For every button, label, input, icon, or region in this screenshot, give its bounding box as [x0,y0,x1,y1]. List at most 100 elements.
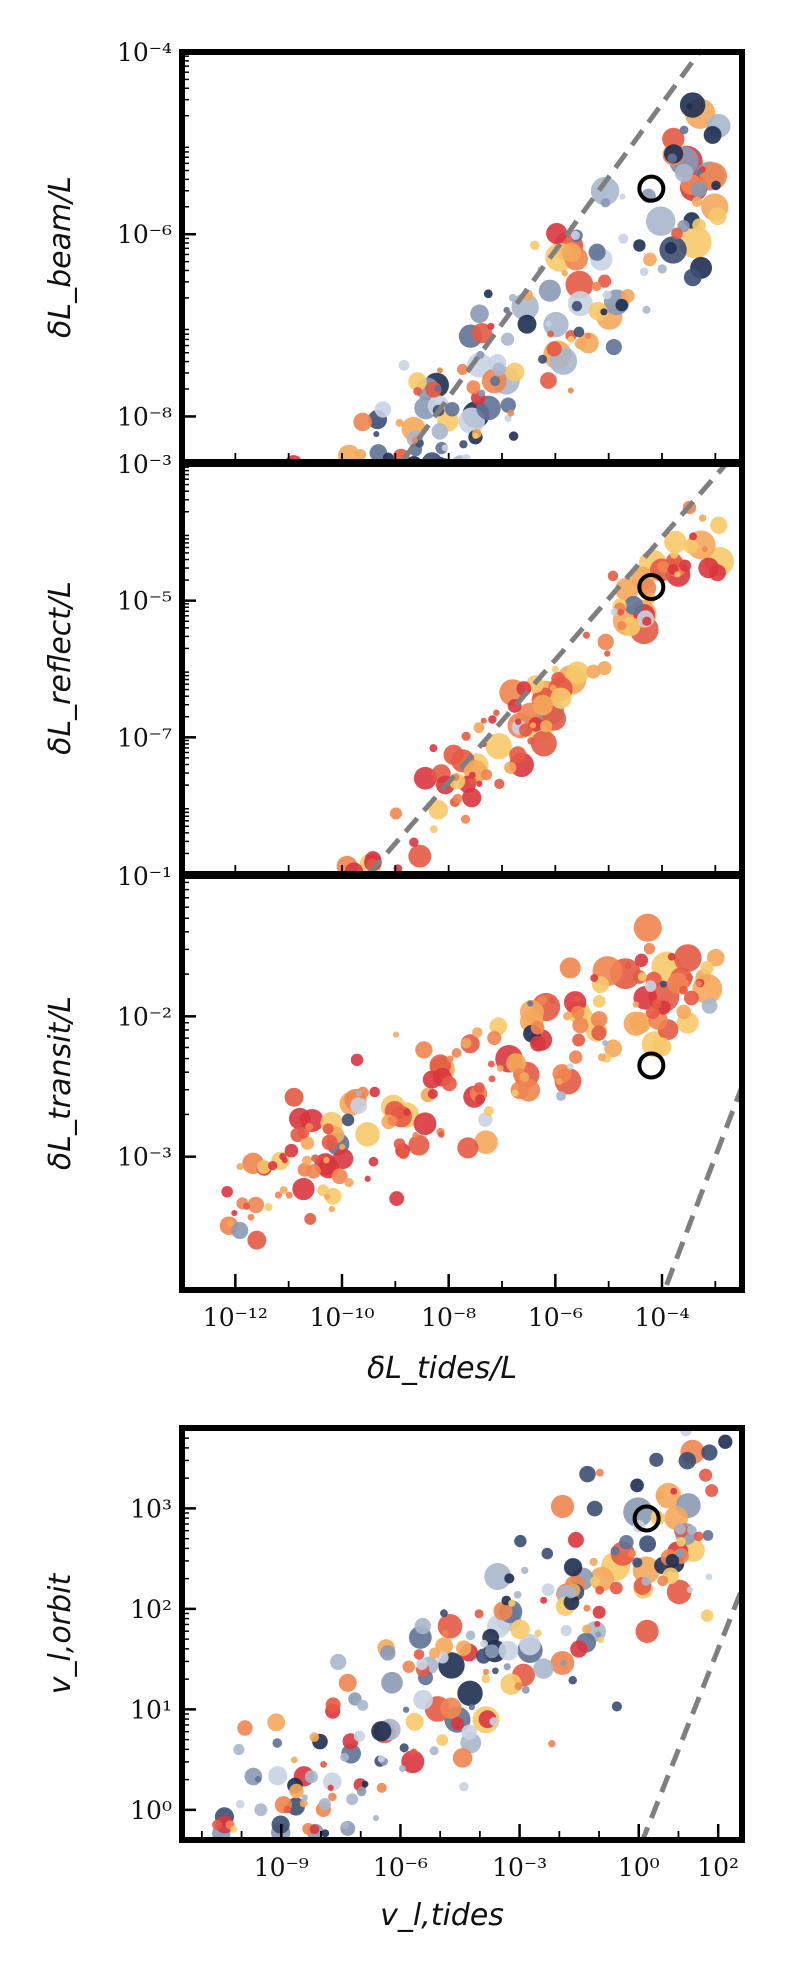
data-point [436,367,443,374]
data-point [571,300,583,312]
x-tick-label: 10⁻⁸ [421,1303,476,1332]
data-point [416,528,422,534]
data-point [652,1037,672,1057]
data-point [233,1743,245,1756]
data-point [478,389,486,397]
data-point [559,957,581,979]
data-point [493,1601,513,1621]
data-point [332,593,352,613]
data-point [592,1605,606,1619]
data-point [691,196,703,208]
data-point [252,956,271,975]
data-point [595,1468,604,1477]
data-point [273,569,286,582]
data-point [232,1849,250,1867]
data-point [508,431,519,441]
data-point [380,1645,396,1661]
data-point [254,1776,262,1783]
data-point [254,593,271,610]
data-point [474,1609,484,1619]
data-point [570,1640,588,1658]
data-point [621,616,641,637]
data-point [514,718,522,725]
data-point [301,1794,308,1801]
data-point [707,948,725,967]
data-point [303,581,311,589]
data-point [459,440,468,449]
data-point [545,320,552,327]
data-point [702,1530,714,1541]
data-point [457,1680,483,1707]
data-point [504,1573,515,1584]
data-point [588,301,608,321]
data-point [328,1205,335,1213]
data-point [529,722,537,729]
data-point [414,482,423,491]
data-point [438,1131,445,1138]
data-point [563,1012,572,1021]
data-point [473,1082,485,1094]
plot-area [237,464,734,1036]
data-point [346,497,362,513]
data-point [473,722,485,734]
data-point [402,1706,410,1713]
data-point [586,1500,603,1517]
data-point [374,401,392,418]
data-point [380,543,392,555]
data-point [718,1434,733,1449]
data-point [314,533,327,546]
data-point [637,972,647,982]
data-point [610,1546,620,1556]
data-point [611,1701,622,1712]
data-point [281,1157,288,1164]
data-point [304,548,312,556]
data-point [280,553,287,560]
data-point [314,491,329,506]
data-point [699,162,728,190]
data-point [461,1037,472,1049]
data-point [258,1024,270,1036]
data-point [357,1699,369,1711]
data-point [700,1609,714,1622]
data-point [686,1586,694,1594]
data-point [630,1478,644,1493]
data-point [591,1025,607,1041]
data-point [549,684,557,692]
axes-frame [179,49,745,465]
data-point [371,887,377,893]
data-point [350,1097,368,1114]
data-point [655,1490,665,1500]
data-point [256,1882,266,1892]
data-point [284,1143,299,1158]
data-point [664,242,677,255]
data-point [597,1053,607,1062]
data-point [311,1154,320,1163]
data-point [589,1557,598,1567]
data-point [538,279,561,302]
data-point [287,662,307,682]
data-point [287,951,297,961]
x-tick-label: 10² [697,1853,739,1882]
data-point [485,1644,499,1659]
data-point [301,1155,312,1166]
data-point [388,485,406,503]
data-point [397,1147,410,1160]
data-point [341,606,348,613]
data-point [571,1005,585,1020]
data-point [237,1009,246,1018]
data-point [589,1576,601,1587]
data-point [629,1012,652,1034]
data-point [667,952,676,961]
data-point [590,1011,608,1028]
data-point [573,326,585,338]
data-point [321,918,327,924]
data-point [285,523,295,533]
data-point [364,1175,371,1182]
data-point [290,1756,298,1764]
data-point [328,1792,337,1802]
data-point [610,608,619,616]
data-point [588,243,606,261]
data-point [267,1713,286,1732]
data-point [488,1075,496,1083]
data-point [221,1185,233,1198]
